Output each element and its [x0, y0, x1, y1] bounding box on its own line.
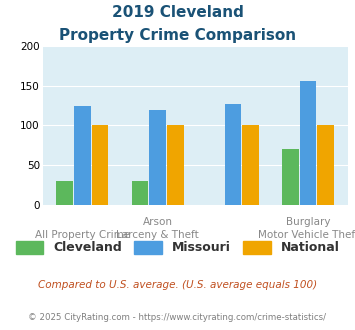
Bar — [225, 104, 241, 205]
Text: 2019 Cleveland: 2019 Cleveland — [111, 5, 244, 20]
Text: Property Crime Comparison: Property Crime Comparison — [59, 28, 296, 43]
Bar — [56, 181, 73, 205]
Text: Arson: Arson — [143, 217, 173, 227]
Bar — [317, 125, 334, 205]
Bar — [300, 81, 316, 205]
Bar — [74, 106, 91, 205]
Text: All Property Crime: All Property Crime — [35, 230, 130, 240]
Bar — [282, 149, 299, 205]
Text: Larceny & Theft: Larceny & Theft — [116, 230, 199, 240]
Bar — [242, 125, 259, 205]
Bar — [132, 181, 148, 205]
Text: Motor Vehicle Theft: Motor Vehicle Theft — [257, 230, 355, 240]
Text: © 2025 CityRating.com - https://www.cityrating.com/crime-statistics/: © 2025 CityRating.com - https://www.city… — [28, 314, 327, 322]
Text: Burglary: Burglary — [286, 217, 330, 227]
Bar — [167, 125, 184, 205]
Bar — [149, 110, 166, 205]
Text: Compared to U.S. average. (U.S. average equals 100): Compared to U.S. average. (U.S. average … — [38, 280, 317, 290]
Bar — [92, 125, 108, 205]
Legend: Cleveland, Missouri, National: Cleveland, Missouri, National — [16, 241, 339, 254]
